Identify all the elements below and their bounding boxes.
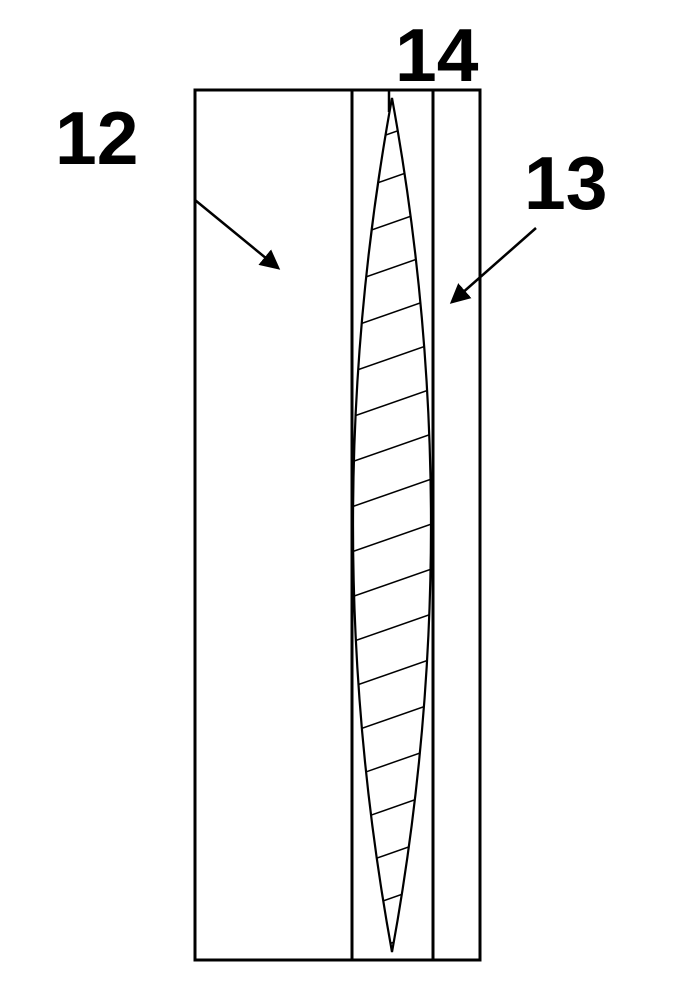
lens-outline (353, 98, 431, 952)
figure-canvas: 12 14 13 (0, 0, 687, 1000)
leader-13 (452, 228, 536, 302)
label-14: 14 (395, 12, 478, 98)
leader-12 (195, 200, 278, 268)
outer-rect (195, 90, 480, 960)
lens-hatching (300, 50, 500, 975)
label-12: 12 (55, 95, 138, 181)
label-13: 13 (524, 140, 607, 226)
